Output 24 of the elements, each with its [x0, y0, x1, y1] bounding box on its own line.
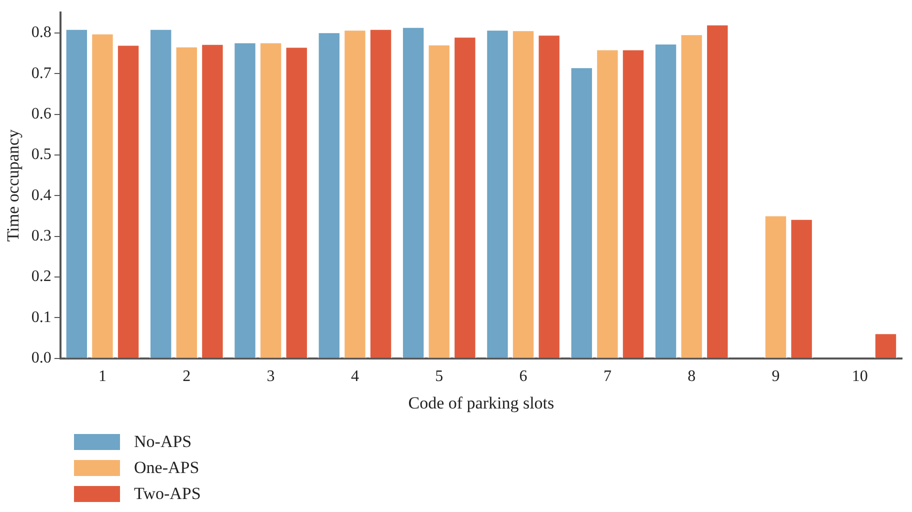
x-tick-label: 10	[852, 368, 868, 386]
x-tick-label: 8	[688, 368, 696, 386]
legend-label: One-APS	[134, 458, 200, 478]
x-tick-label: 3	[266, 368, 275, 386]
y-tick-label: 0.8	[31, 24, 52, 42]
x-tick-label: 2	[182, 368, 191, 386]
legend-label: Two-APS	[134, 484, 201, 504]
y-tick-label: 0.1	[31, 308, 52, 326]
y-tick-label: 0.4	[31, 186, 52, 204]
x-tick-label: 1	[98, 368, 106, 386]
y-axis-title: Time occupancy	[4, 128, 23, 242]
x-tick-label: 5	[435, 368, 444, 386]
legend-label: No-APS	[134, 432, 192, 452]
x-tick-label: 7	[603, 368, 612, 386]
x-tick-label: 6	[519, 368, 528, 386]
y-tick-label: 0.3	[31, 228, 52, 245]
x-tick-label: 4	[350, 368, 359, 386]
y-tick-label: 0.5	[31, 146, 52, 164]
y-tick-label: 0.6	[31, 106, 52, 123]
x-tick-label: 9	[772, 368, 780, 386]
x-axis-title: Code of parking slots	[408, 393, 554, 412]
y-tick-label: 0.2	[31, 268, 52, 286]
y-tick-label: 0.7	[31, 64, 52, 82]
y-tick-label: 0.0	[31, 350, 52, 367]
